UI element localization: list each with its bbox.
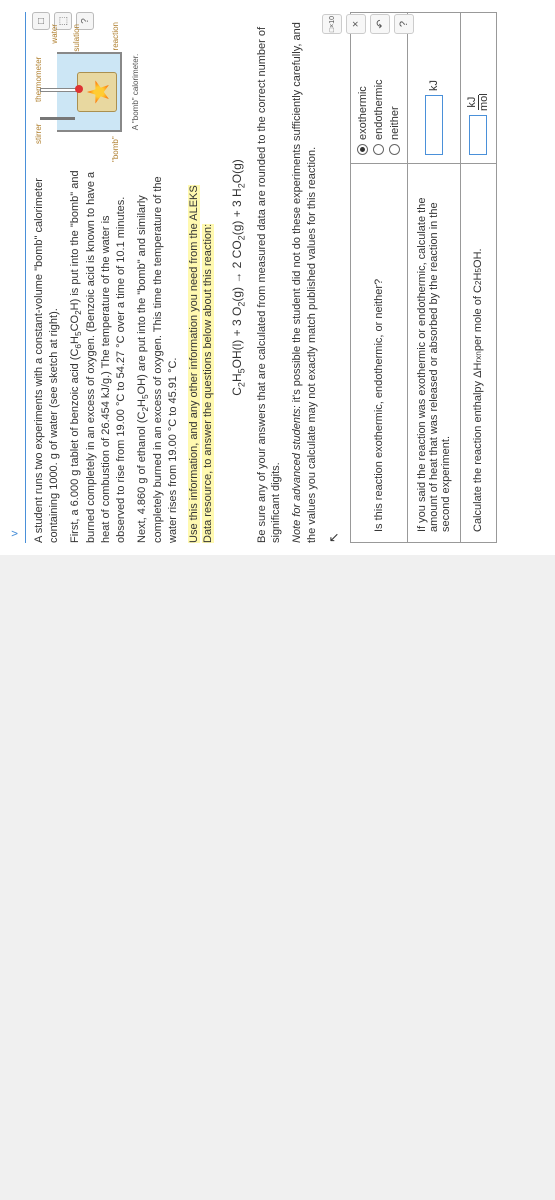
t: Calculate the reaction enthalpy ΔH	[472, 363, 484, 532]
q1-opt-endothermic[interactable]: endothermic	[373, 21, 385, 155]
opt-label: endothermic	[373, 79, 385, 140]
t: (g) + 3 H	[230, 188, 244, 235]
note-lead: Note for advanced students:	[291, 405, 303, 543]
t: OH.	[472, 248, 484, 268]
help-button[interactable]: ?	[394, 14, 414, 34]
content-area: A student runs two experiments with a co…	[32, 12, 222, 543]
t: O(g)	[230, 159, 244, 183]
t: H	[472, 273, 484, 281]
answer-panel: Is this reaction exothermic, endothermic…	[350, 12, 497, 543]
t: OH(l) + 3 O	[230, 307, 244, 369]
bomb-label: "bomb"	[111, 136, 120, 162]
instruction-para: Use this information, and any other info…	[187, 170, 217, 543]
ethanol-para: Next, 4.860 g of ethanol (C2H5OH) are pu…	[135, 170, 181, 543]
q1-prompt: Is this reaction exothermic, endothermic…	[351, 163, 407, 542]
t: First, a 6.000 g tablet of benzoic acid …	[69, 349, 81, 543]
q1-opt-exothermic[interactable]: exothermic	[357, 21, 369, 155]
t: H	[136, 399, 148, 407]
t: CO	[69, 315, 81, 332]
tab-bar: ˅	[8, 12, 26, 543]
water-label: water	[50, 24, 59, 44]
q1-opt-neither[interactable]: neither	[389, 21, 401, 155]
clear-button[interactable]: ×	[346, 14, 366, 34]
q1-options: exothermic endothermic neither	[351, 13, 407, 163]
q2-input-cell: kJ	[408, 13, 460, 163]
intro-para: A student runs two experiments with a co…	[32, 170, 62, 543]
stirrer-label: stirrer	[34, 124, 43, 144]
tab-dropdown[interactable]: ˅	[6, 524, 24, 543]
diagram-caption: A "bomb" calorimeter.	[131, 22, 140, 162]
radio-icon	[389, 144, 400, 155]
reaction-equation: C2H5OH(l) + 3 O2(g) → 2 CO2(g) + 3 H2O(g…	[230, 12, 246, 543]
text-column: A student runs two experiments with a co…	[32, 170, 222, 543]
t: C	[230, 387, 244, 396]
sigfig-para: Be sure any of your answers that are cal…	[255, 12, 285, 543]
undo-button[interactable]: ↶	[370, 14, 390, 34]
q3-row: Calculate the reaction enthalpy ΔHrxn pe…	[461, 13, 496, 542]
radio-icon	[357, 144, 368, 155]
t: H	[69, 336, 81, 344]
q3-unit-fraction: kJ mol	[467, 93, 490, 111]
thermometer-label: thermometer	[34, 57, 43, 102]
tool-strip: □×10 × ↶ ?	[322, 14, 414, 34]
q2-input[interactable]	[425, 95, 443, 155]
thermometer-shape	[40, 88, 80, 92]
q2-unit: kJ	[428, 80, 440, 91]
q3-input[interactable]	[469, 115, 487, 155]
q3-prompt: Calculate the reaction enthalpy ΔHrxn pe…	[461, 163, 496, 542]
opt-label: exothermic	[357, 86, 369, 140]
opt-label: neither	[389, 106, 401, 140]
cursor-icon: ↖	[326, 12, 342, 543]
q2-prompt: If you said the reaction was exothermic …	[408, 163, 460, 542]
note-para: Note for advanced students: it's possibl…	[290, 12, 320, 543]
benzoic-para: First, a 6.000 g tablet of benzoic acid …	[68, 170, 129, 543]
t: (g) → 2 CO	[230, 240, 244, 301]
q2-row: If you said the reaction was exothermic …	[408, 13, 461, 542]
highlighted-instruction: Use this information, and any other info…	[188, 185, 215, 543]
sci-notation-button[interactable]: □×10	[322, 14, 342, 34]
stirrer-shape	[40, 117, 75, 120]
frac-bot: mol	[479, 93, 490, 111]
q3-input-cell: kJ mol	[461, 13, 496, 163]
calorimeter-diagram: stirrer thermometer water insulation "bo…	[32, 22, 142, 162]
t: H	[230, 373, 244, 382]
t: per mole of C	[472, 285, 484, 351]
diagram-column: □ ⬚ ? stirrer thermometer water insulati…	[32, 12, 222, 162]
q1-row: Is this reaction exothermic, endothermic…	[351, 13, 408, 542]
t: Next, 4.860 g of ethanol (C	[136, 412, 148, 543]
radio-icon	[373, 144, 384, 155]
